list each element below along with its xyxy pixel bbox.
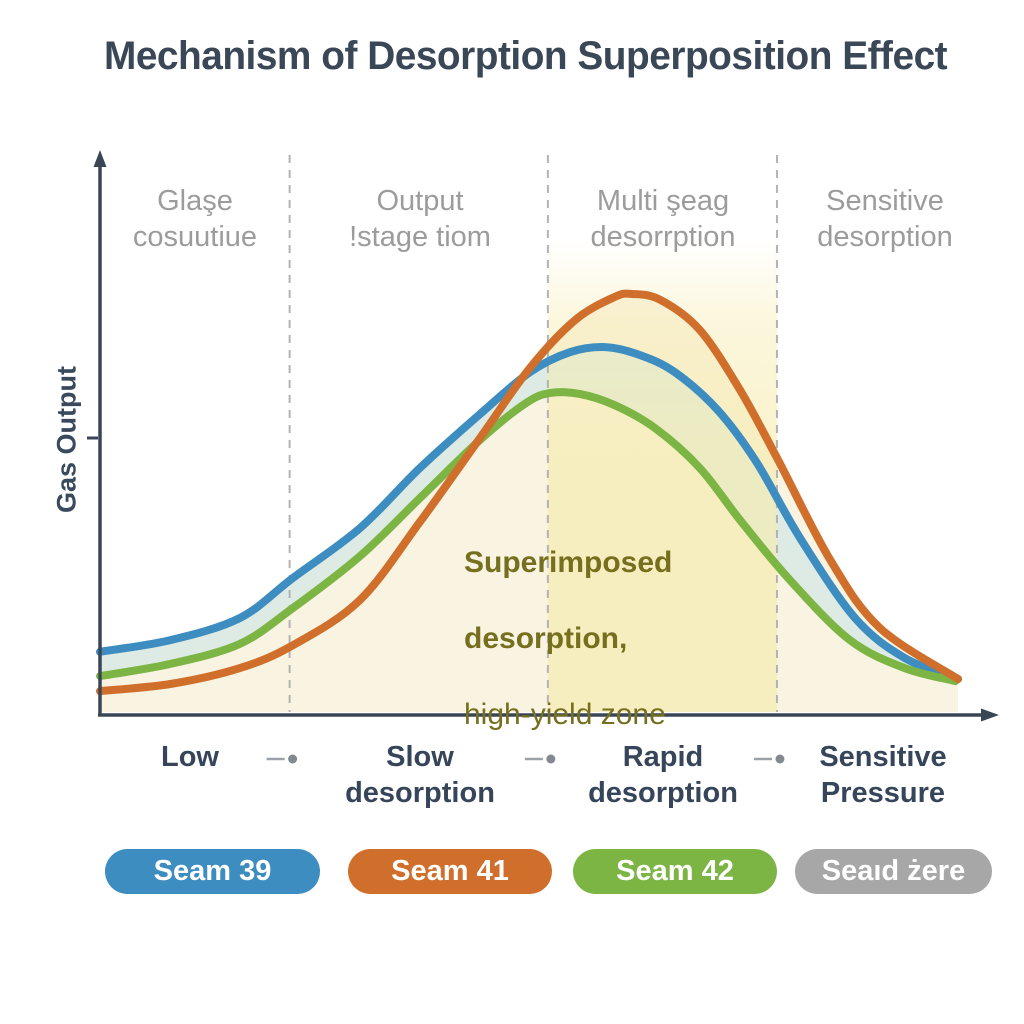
x-axis-label-slow-desorption: Slow desorption — [345, 741, 495, 809]
zone-label-1: Glaşe cosuutiue — [132, 185, 258, 253]
legend: Seam 39 Seam 41 Seam 42 Seaıd żere — [0, 849, 1024, 894]
x-axis-label-rapid-desorption: Rapid desorption — [588, 741, 738, 809]
legend-pill-seam-41: Seam 41 — [348, 849, 552, 894]
stage-transition-markers — [266, 754, 785, 764]
seam-42-curve — [96, 388, 960, 686]
seam-41-curve — [96, 289, 962, 696]
zone-label-2: Output !stage tiom — [349, 185, 491, 253]
y-axis-label: Gas Output — [51, 366, 82, 513]
legend-pill-seam-42: Seam 42 — [573, 849, 777, 894]
area-between-seam-39-and-42 — [100, 346, 958, 682]
annotation-line-3: high-yield zone — [464, 698, 666, 731]
zone-label-3: Multi şeag desorrption — [590, 185, 736, 253]
annotation-line-1: Superimposed — [464, 546, 673, 579]
x-axis-label-low: Low — [161, 741, 219, 773]
chart-title: Mechanism of Desorption Superposition Ef… — [104, 34, 948, 78]
x-axis-arrowhead — [981, 708, 999, 722]
seam-39-curve — [96, 342, 962, 683]
zone-label-4: Sensitive desorption — [817, 185, 953, 253]
x-axis-label-sensitive-pressure: Sensitive Pressure — [819, 741, 947, 809]
high-yield-zone-highlight — [547, 238, 777, 712]
annotation-line-2: desorption, — [464, 622, 628, 655]
axes — [87, 163, 982, 717]
legend-pill-seam-39: Seam 39 — [105, 849, 320, 894]
high-yield-zone-annotation: Superimposed desorption, high-yield zone — [464, 506, 794, 772]
zone-divider-dashed-lines — [288, 155, 778, 712]
legend-pill-sead-zere: Seaıd żere — [795, 849, 992, 894]
y-axis-arrowhead — [93, 150, 107, 167]
